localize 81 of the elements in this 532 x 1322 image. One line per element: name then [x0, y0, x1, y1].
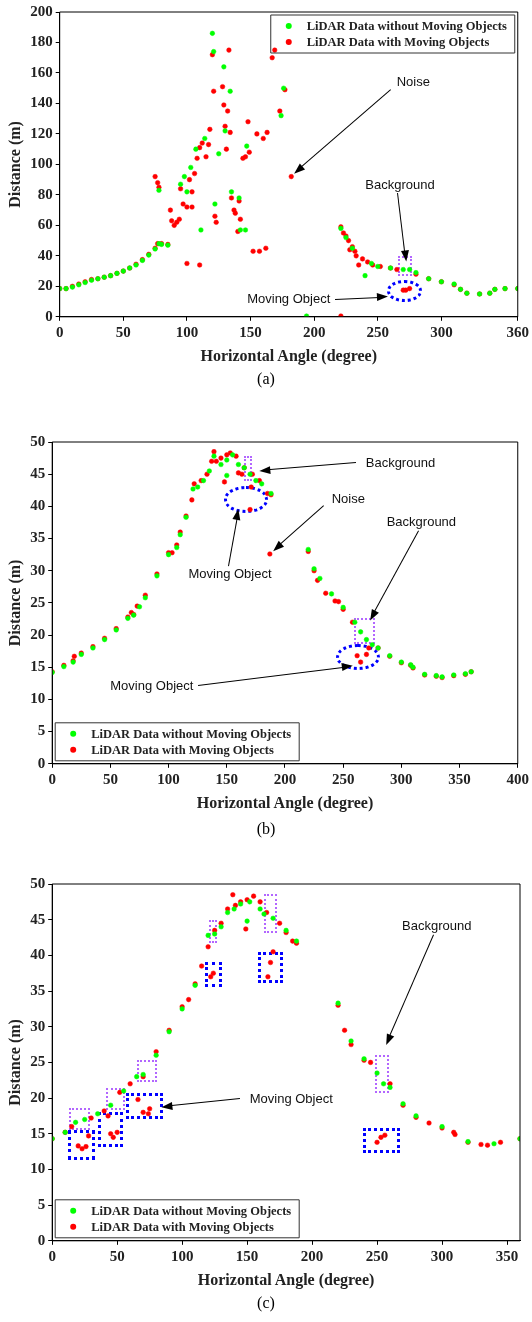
x-axis-title: Horizontal Angle (degree)	[196, 793, 374, 812]
x-tick-label: 350	[495, 1247, 519, 1264]
annotation: Moving Object	[110, 678, 194, 694]
y-tick-label: 30	[30, 1017, 46, 1034]
y-tick-label: 160	[30, 63, 53, 80]
legend-label: LiDAR Data without Moving Objects	[306, 19, 507, 34]
y-tick-label: 140	[30, 94, 53, 111]
y-tick-label: 20	[30, 625, 46, 642]
x-tick-label: 300	[430, 1247, 454, 1264]
x-tick-label: 360	[506, 323, 529, 340]
y-tick-label: 45	[30, 465, 46, 482]
x-tick-label: 300	[390, 770, 413, 787]
y-tick-label: 25	[30, 593, 46, 610]
annotation: Background	[365, 454, 436, 470]
y-tick-label: 0	[45, 307, 53, 324]
x-tick-label: 100	[170, 1247, 194, 1264]
y-tick-label: 5	[37, 722, 46, 739]
legend-label: LiDAR Data without Moving Objects	[91, 727, 292, 742]
annotation: Moving Object	[249, 1091, 334, 1107]
x-axis-title: Horizontal Angle (degree)	[200, 346, 378, 365]
annotation: Background	[386, 514, 457, 530]
annotation: Moving Object	[188, 565, 272, 581]
x-tick-label: 200	[300, 1247, 324, 1264]
x-tick-label: 50	[102, 770, 118, 787]
y-tick-label: 15	[30, 658, 46, 675]
y-tick-label: 80	[37, 185, 53, 202]
y-tick-label: 15	[30, 1124, 46, 1141]
x-tick-label: 200	[273, 770, 297, 787]
y-tick-label: 35	[30, 981, 46, 998]
legend-label: LiDAR Data with Moving Objects	[91, 1220, 274, 1235]
annotation: Noise	[331, 490, 365, 506]
y-tick-label: 180	[30, 33, 53, 50]
x-tick-label: 300	[430, 323, 453, 340]
legend-label: LiDAR Data without Moving Objects	[91, 1204, 292, 1219]
x-tick-label: 100	[157, 770, 180, 787]
annotation: Noise	[396, 73, 430, 89]
y-axis-title: Distance (m)	[5, 559, 24, 647]
x-tick-label: 150	[235, 1247, 259, 1264]
x-tick-label: 350	[448, 770, 471, 787]
x-tick-label: 50	[109, 1247, 125, 1264]
y-tick-label: 60	[37, 216, 53, 233]
legend-label: LiDAR Data with Moving Objects	[306, 35, 490, 50]
x-tick-label: 150	[215, 770, 239, 787]
y-tick-label: 20	[37, 277, 53, 294]
y-tick-label: 40	[30, 497, 46, 514]
y-tick-label: 30	[30, 561, 46, 578]
y-tick-label: 50	[30, 432, 46, 449]
x-tick-label: 250	[366, 323, 390, 340]
x-tick-label: 250	[365, 1247, 389, 1264]
y-tick-label: 100	[30, 155, 53, 172]
y-axis-title: Distance (m)	[5, 1019, 24, 1106]
text: (c)	[256, 1294, 276, 1312]
y-tick-label: 45	[30, 910, 46, 927]
y-tick-label: 5	[37, 1195, 46, 1212]
y-axis-title: Distance (m)	[5, 121, 24, 208]
y-tick-label: 0	[37, 754, 46, 771]
x-tick-label: 50	[115, 323, 131, 340]
text: (b)	[255, 820, 277, 838]
x-tick-label: 100	[175, 323, 199, 340]
y-tick-label: 40	[30, 946, 46, 963]
y-tick-label: 200	[30, 2, 53, 19]
y-tick-label: 20	[30, 1088, 46, 1105]
x-axis-title: Horizontal Angle (degree)	[197, 1270, 375, 1289]
y-tick-label: 50	[30, 874, 46, 891]
annotation: Background	[365, 177, 435, 193]
y-tick-label: 40	[37, 246, 53, 263]
y-tick-label: 10	[30, 690, 46, 707]
annotation: Background	[402, 918, 472, 934]
x-tick-label: 0	[55, 323, 64, 340]
y-tick-label: 35	[30, 529, 46, 546]
x-tick-label: 150	[239, 323, 262, 340]
y-tick-label: 25	[30, 1053, 46, 1070]
y-tick-label: 120	[30, 124, 53, 141]
x-tick-label: 400	[506, 770, 529, 787]
x-tick-label: 200	[302, 323, 326, 340]
text: (a)	[256, 370, 276, 388]
legend-label: LiDAR Data with Moving Objects	[91, 743, 274, 758]
y-tick-label: 0	[37, 1231, 46, 1248]
annotation: Moving Object	[247, 291, 331, 306]
x-tick-label: 250	[331, 770, 355, 787]
y-tick-label: 10	[30, 1160, 46, 1177]
